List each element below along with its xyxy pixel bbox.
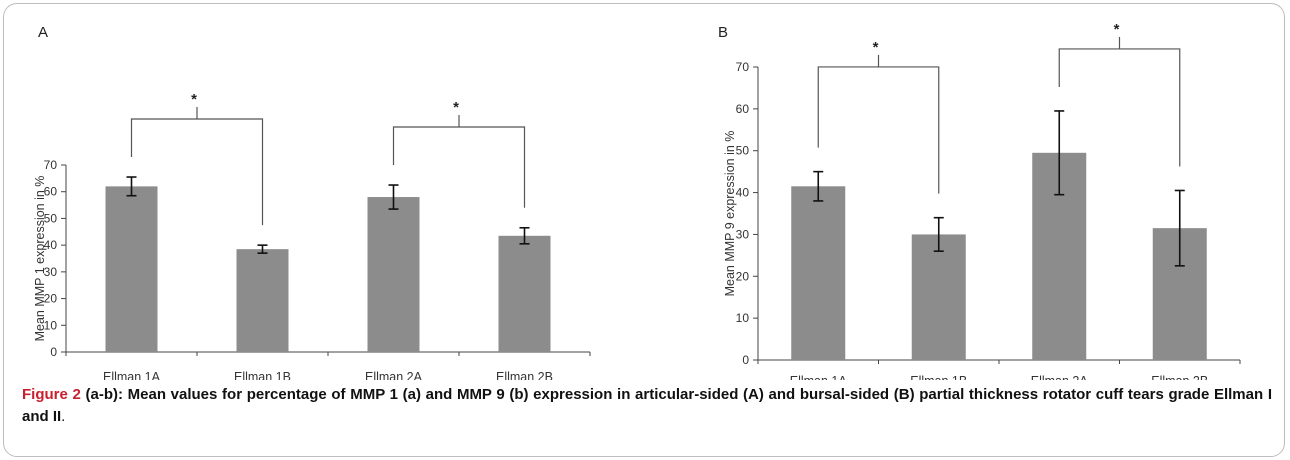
panel-b-category-label: Ellman 2B	[1151, 374, 1208, 380]
caption-end: .	[61, 408, 66, 425]
panel-b-y-tick-label: 30	[736, 227, 750, 241]
panel-a-category-label: Ellman 1B	[234, 370, 291, 380]
panel-b-category-label: Ellman 2A	[1031, 374, 1089, 380]
panel-b-y-tick-label: 10	[736, 311, 750, 325]
panel-a-significance-bracket	[392, 126, 526, 208]
panel-a-y-tick-label: 50	[44, 211, 58, 225]
panel-b-significance-marker: *	[873, 39, 879, 56]
figure-charts: A 0 10 20 30 40 50 60 70 Mean MMP 1 expression in…	[33, 21, 1241, 380]
panel-a-y-tick-label: 0	[50, 345, 57, 359]
caption-text: (a-b): Mean values for percentage of MMP…	[22, 386, 1272, 425]
panel-b-y-tick-label: 60	[736, 102, 750, 116]
figure-caption: Figure 2 (a-b): Mean values for percenta…	[22, 384, 1272, 428]
panel-b-bar	[791, 186, 846, 360]
caption-label: Figure 2	[22, 386, 81, 403]
panel-a-significance-marker: *	[191, 91, 197, 108]
panel-b-category-label: Ellman 1A	[790, 374, 848, 380]
panel-a-y-axis-label: Mean MMP 1 expression in %	[33, 176, 47, 342]
panel-b-significance-bracket	[1058, 48, 1181, 167]
panel-b-y-tick-label: 0	[742, 353, 749, 367]
panel-a-y-tick-label: 40	[44, 238, 58, 252]
panel-a-bar	[367, 197, 420, 352]
panel-a-bar	[236, 249, 289, 352]
panel-b-significance-bracket	[817, 66, 940, 194]
panel-a-y-tick-label: 10	[44, 318, 58, 332]
panel-b-y-axis-label: Mean MMP 9 expression in %	[723, 131, 737, 297]
panel-b-significance-marker: *	[1114, 21, 1120, 38]
panel-a-y-tick-label: 20	[44, 292, 58, 306]
panel-a-y-tick-label: 70	[44, 158, 58, 172]
panel-b-letter: B	[718, 24, 728, 41]
panel-a-category-label: Ellman 2B	[496, 370, 553, 380]
panel-b-category-label: Ellman 1B	[910, 374, 967, 380]
panel-a-category-label: Ellman 2A	[365, 370, 423, 380]
panel-b-y-tick-label: 50	[736, 144, 750, 158]
panel-a-y-tick-label: 60	[44, 185, 58, 199]
panel-b-y-tick-label: 70	[736, 60, 750, 74]
panel-a-bar	[498, 235, 551, 352]
panel-a-letter: A	[38, 24, 48, 41]
panel-a-y-tick-label: 30	[44, 265, 58, 279]
panel-a-category-label: Ellman 1A	[103, 370, 161, 380]
panel-a-significance-marker: *	[453, 99, 459, 116]
panel-b-y-tick-label: 40	[736, 186, 750, 200]
panel-b-y-tick-label: 20	[736, 269, 750, 283]
panel-b-bar	[911, 234, 966, 360]
panel-a-bar	[105, 186, 158, 352]
